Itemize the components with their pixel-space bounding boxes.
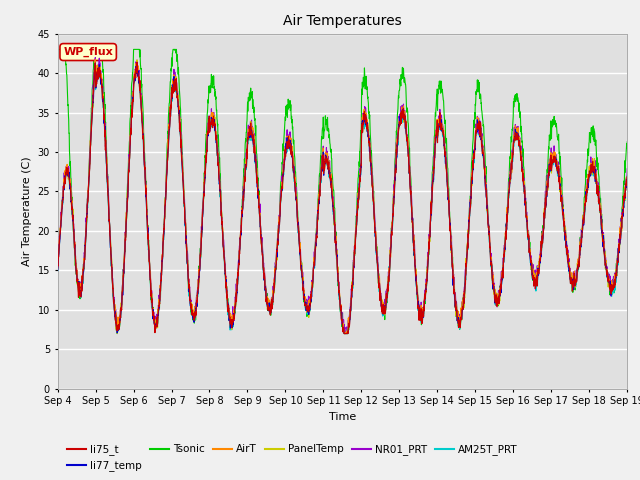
Title: Air Temperatures: Air Temperatures — [283, 14, 402, 28]
X-axis label: Time: Time — [329, 412, 356, 422]
Y-axis label: Air Temperature (C): Air Temperature (C) — [22, 156, 32, 266]
Legend: li75_t, li77_temp, Tsonic, AirT, PanelTemp, NR01_PRT, AM25T_PRT: li75_t, li77_temp, Tsonic, AirT, PanelTe… — [63, 440, 522, 476]
Text: WP_flux: WP_flux — [63, 47, 113, 57]
